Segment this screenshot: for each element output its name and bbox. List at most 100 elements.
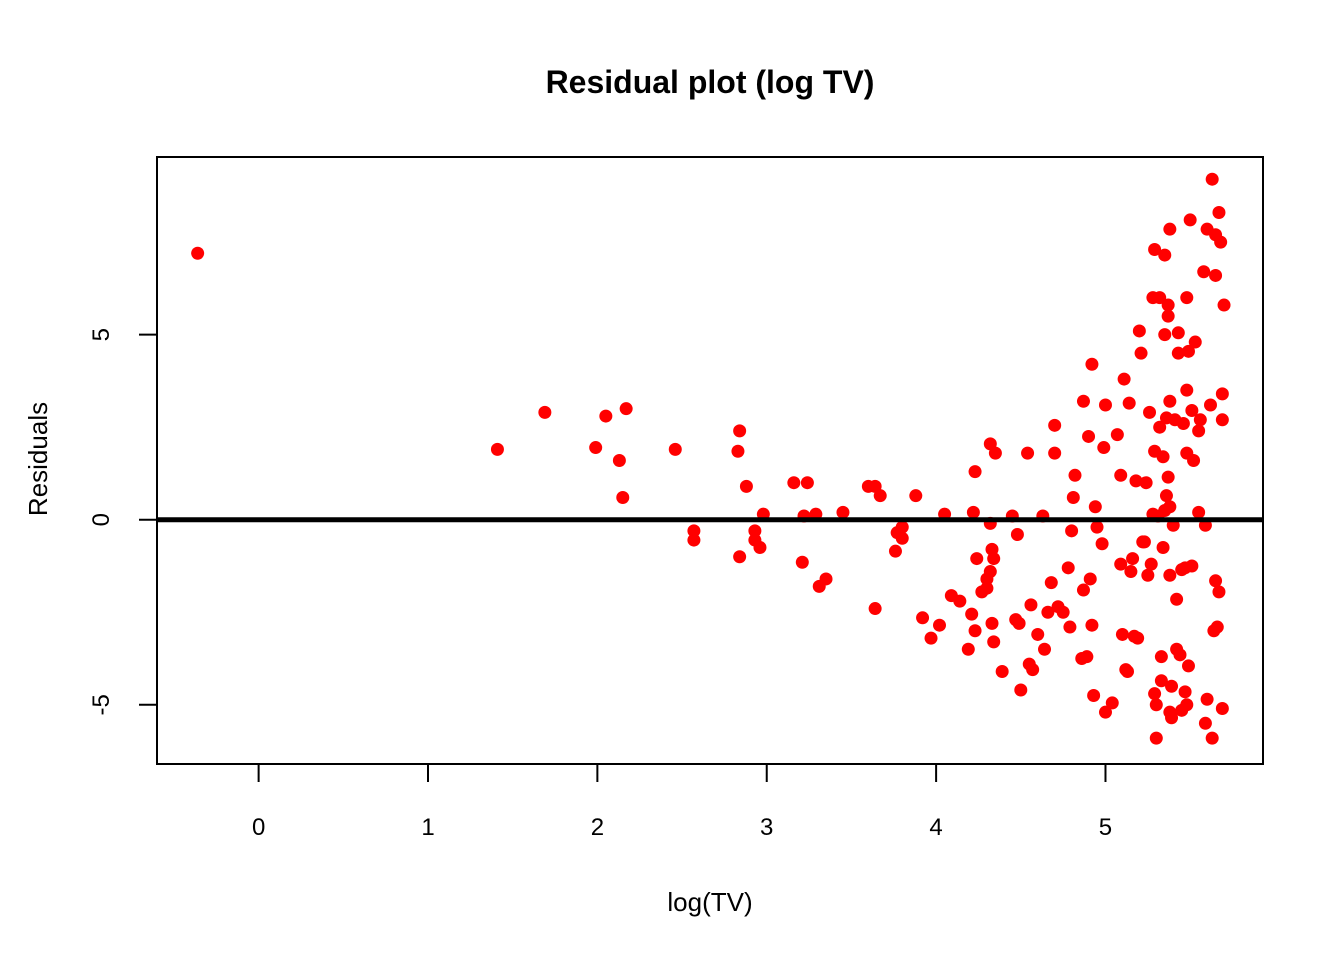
data-points [191, 172, 1231, 745]
data-point [619, 402, 633, 416]
data-point [733, 424, 747, 438]
data-point [1173, 648, 1187, 662]
data-point [1105, 696, 1119, 710]
data-point [1098, 398, 1112, 412]
data-point [1148, 687, 1162, 701]
data-point [1076, 583, 1090, 597]
data-point [1149, 731, 1163, 745]
data-point [965, 607, 979, 621]
data-point [1205, 731, 1219, 745]
data-point [888, 544, 902, 558]
data-point [1187, 454, 1201, 467]
data-point [599, 409, 613, 423]
data-point [1110, 428, 1124, 442]
data-point [1139, 476, 1153, 490]
data-point [953, 594, 967, 608]
data-point [1178, 685, 1192, 699]
data-point [1153, 420, 1167, 434]
data-point [895, 531, 909, 545]
data-point [1010, 528, 1024, 542]
y-axis: -5 0 5 [88, 328, 157, 715]
data-point [1217, 298, 1231, 312]
data-point [1214, 235, 1228, 249]
data-point [1154, 674, 1168, 688]
data-point [795, 555, 809, 569]
data-point [668, 442, 682, 456]
data-point [1188, 335, 1202, 349]
data-point [1080, 650, 1094, 664]
data-point [731, 444, 745, 458]
data-point [1044, 576, 1058, 590]
data-point [988, 446, 1002, 460]
x-tick-label: 1 [421, 814, 434, 841]
data-point [1171, 326, 1185, 340]
data-point [1161, 470, 1175, 484]
data-point [787, 476, 801, 490]
data-point [191, 246, 205, 260]
data-point [1137, 535, 1151, 549]
plot-frame [156, 156, 1264, 765]
data-point [1200, 692, 1214, 706]
data-point [1158, 248, 1172, 262]
data-point [1165, 679, 1179, 693]
data-point [1205, 172, 1219, 186]
data-point [1098, 705, 1112, 719]
data-point [1066, 491, 1080, 505]
data-point [1031, 627, 1045, 641]
data-point [987, 635, 1001, 649]
data-point [1143, 405, 1157, 419]
x-tick-label: 2 [591, 814, 604, 841]
data-point [819, 572, 833, 586]
data-point [753, 540, 767, 554]
data-point [1165, 711, 1179, 725]
data-point [1021, 446, 1035, 460]
data-point [987, 552, 1001, 566]
data-point [1185, 559, 1199, 573]
data-point [1212, 206, 1226, 220]
data-point [1148, 243, 1162, 257]
data-point [1090, 520, 1104, 534]
x-tick-label: 0 [252, 814, 265, 841]
data-point [1048, 418, 1062, 432]
data-point [1117, 372, 1131, 386]
data-point [1065, 524, 1079, 538]
data-point [748, 524, 762, 538]
data-point [1183, 213, 1197, 227]
data-point [1193, 413, 1207, 427]
data-point [1185, 404, 1199, 418]
data-point [1048, 446, 1062, 460]
data-point [1095, 537, 1109, 551]
data-point [1132, 324, 1146, 338]
data-point [1129, 474, 1143, 488]
data-point [1083, 572, 1097, 586]
data-point [995, 664, 1009, 678]
data-point [687, 524, 701, 538]
y-tick-label: 0 [88, 513, 115, 526]
data-point [868, 602, 882, 616]
data-point [1163, 222, 1177, 236]
data-point [800, 476, 814, 490]
chart-title: Residual plot (log TV) [546, 64, 875, 100]
data-point [1192, 505, 1206, 519]
data-point [1014, 683, 1028, 697]
data-point [1158, 328, 1172, 342]
data-point [873, 489, 887, 503]
data-point [1115, 627, 1129, 641]
data-point [1026, 663, 1040, 677]
y-tick-label: -5 [88, 694, 115, 715]
data-point [1192, 424, 1206, 438]
data-point [1210, 620, 1224, 634]
data-point [1209, 574, 1223, 588]
data-point [1121, 664, 1135, 678]
data-point [1149, 698, 1163, 712]
data-point [687, 533, 701, 547]
data-point [1180, 698, 1194, 712]
data-point [1114, 557, 1128, 571]
data-point [1144, 557, 1158, 571]
data-point [739, 479, 753, 493]
data-point [1212, 585, 1226, 599]
data-point [1141, 568, 1155, 582]
data-point [1215, 413, 1229, 427]
data-point [1163, 394, 1177, 408]
